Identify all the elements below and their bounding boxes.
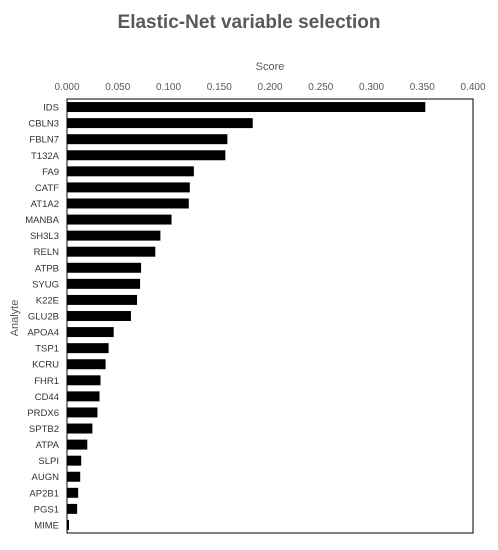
category-label: APOA4 [27, 328, 59, 339]
bar-sptb2 [67, 423, 93, 434]
x-tick-label: 0.100 [156, 82, 181, 93]
category-label: AP2B1 [29, 488, 59, 499]
x-tick-label: 0.200 [257, 82, 282, 93]
category-labels: IDS CBLN3 FBLN7 T132A FA9 CATF AT1A2 MANBA SH3L3… [25, 103, 59, 532]
bar-fa9 [67, 166, 194, 177]
bars [67, 102, 426, 530]
bar-mime [67, 519, 70, 530]
bar-fhr1 [67, 375, 101, 386]
bar-slpi [67, 455, 82, 466]
category-label: RELN [34, 247, 59, 258]
category-label: SYUG [32, 279, 59, 290]
bar-fbln7 [67, 134, 228, 145]
category-label: MANBA [25, 215, 59, 226]
category-label: FA9 [42, 167, 59, 178]
category-label: KCRU [32, 360, 59, 371]
category-label: T132A [31, 151, 60, 162]
bar-atpa [67, 439, 88, 450]
category-label: TSP1 [35, 344, 59, 355]
category-label: CBLN3 [28, 119, 59, 130]
x-axis-label: Score [256, 61, 285, 73]
category-label: AT1A2 [31, 199, 59, 210]
bar-ids [67, 102, 426, 113]
x-tick-labels: 0.000 0.050 0.100 0.150 0.200 0.250 0.300 0.350… [54, 82, 485, 93]
category-label: ATPB [35, 263, 59, 274]
bar-catf [67, 182, 190, 193]
bar-tsp1 [67, 343, 109, 354]
bar-syug [67, 278, 141, 289]
category-label: AUGN [32, 472, 60, 483]
bar-kcru [67, 359, 106, 370]
bar-atpb [67, 262, 142, 273]
x-tick-label: 0.300 [359, 82, 384, 93]
bar-cd44 [67, 391, 100, 402]
y-axis-label: Analyte [9, 300, 21, 337]
category-label: SPTB2 [29, 424, 59, 435]
x-tick-label: 0.150 [207, 82, 232, 93]
bar-pgs1 [67, 503, 78, 514]
category-label: PGS1 [34, 504, 59, 515]
category-label: CD44 [35, 392, 59, 403]
x-tick-label: 0.400 [460, 82, 485, 93]
category-label: MIME [34, 520, 59, 531]
bar-ap2b1 [67, 487, 79, 498]
category-label: PRDX6 [27, 408, 59, 419]
bar-augn [67, 471, 81, 482]
category-label: GLU2B [28, 312, 59, 323]
bar-apoa4 [67, 327, 114, 338]
category-label: IDS [43, 103, 59, 114]
category-label: FBLN7 [29, 135, 59, 146]
bar-manba [67, 214, 172, 225]
chart-title: Elastic-Net variable selection [118, 12, 381, 33]
bar-reln [67, 246, 156, 257]
x-tick-label: 0.250 [308, 82, 333, 93]
bar-prdx6 [67, 407, 98, 418]
bar-at1a2 [67, 198, 189, 209]
bar-sh3l3 [67, 230, 161, 241]
category-label: K22E [36, 295, 59, 306]
bar-k22e [67, 294, 138, 305]
x-tick-label: 0.050 [105, 82, 130, 93]
category-label: ATPA [36, 440, 60, 451]
bar-cbln3 [67, 118, 253, 129]
x-tick-label: 0.350 [410, 82, 435, 93]
category-label: CATF [35, 183, 59, 194]
category-label: SH3L3 [30, 231, 59, 242]
category-label: SLPI [38, 456, 59, 467]
bar-glu2b [67, 311, 131, 321]
x-tick-label: 0.000 [54, 82, 79, 93]
bar-t132a [67, 150, 226, 161]
category-label: FHR1 [34, 376, 59, 387]
